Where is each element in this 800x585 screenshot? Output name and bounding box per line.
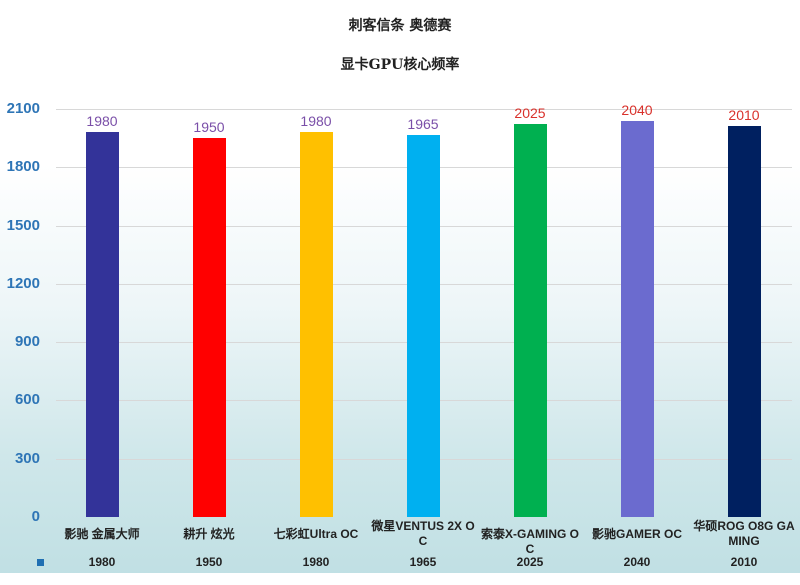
category-label: 华硕ROG O8G GA MING <box>693 519 795 548</box>
data-table-value: 1980 <box>302 555 330 569</box>
bar <box>727 126 761 517</box>
y-tick-label: 1200 <box>6 274 40 292</box>
category-label: 微星VENTUS 2X O C <box>371 519 475 548</box>
category-label: 七彩虹Ultra OC <box>273 527 359 541</box>
category-label: 耕升 炫光 <box>183 527 235 541</box>
bar <box>299 132 333 517</box>
y-tick-label: 600 <box>14 391 40 409</box>
y-tick-label: 1800 <box>6 158 40 176</box>
data-table-value: 2010 <box>730 555 758 569</box>
y-tick-label: 300 <box>14 449 40 467</box>
chart-title: 刺客信条 奥德赛 <box>348 18 452 34</box>
chart-subtitle: 显卡GPU核心频率 <box>340 57 460 73</box>
legend-key-icon <box>37 559 44 566</box>
y-tick-label: 0 <box>31 508 40 525</box>
bottom-band <box>0 573 800 585</box>
y-tick-label: 1500 <box>6 216 40 234</box>
category-label: 影驰GAMER OC <box>591 527 682 541</box>
bar-value-label: 2040 <box>621 101 653 118</box>
data-table-value: 1980 <box>88 555 116 569</box>
y-tick-label: 2100 <box>6 100 40 117</box>
bar-value-label: 2010 <box>728 107 760 124</box>
bar <box>192 138 226 517</box>
bar <box>85 132 119 517</box>
category-label: 影驰 金属大师 <box>64 527 140 541</box>
data-table-value: 1965 <box>409 555 437 569</box>
bar-value-label: 1965 <box>407 116 439 133</box>
plot-area: 1980 影驰 金属大师 1980 1950 耕升 炫光 1950 1980 七彩虹Ultra… <box>56 0 795 585</box>
bar-value-label: 1950 <box>193 119 225 136</box>
data-table-value: 1950 <box>195 555 223 569</box>
bar <box>406 135 440 517</box>
bar <box>620 120 654 517</box>
y-tick-label: 900 <box>14 333 40 351</box>
gridline <box>56 109 792 110</box>
bar-value-label: 1980 <box>86 113 118 130</box>
data-table-value: 2040 <box>623 555 651 569</box>
bar <box>513 123 547 517</box>
data-table-value: 2025 <box>516 555 544 569</box>
bar-value-label: 1980 <box>300 113 332 130</box>
bar-value-label: 2025 <box>514 104 546 121</box>
category-label: 索泰X-GAMING O C <box>481 527 579 556</box>
